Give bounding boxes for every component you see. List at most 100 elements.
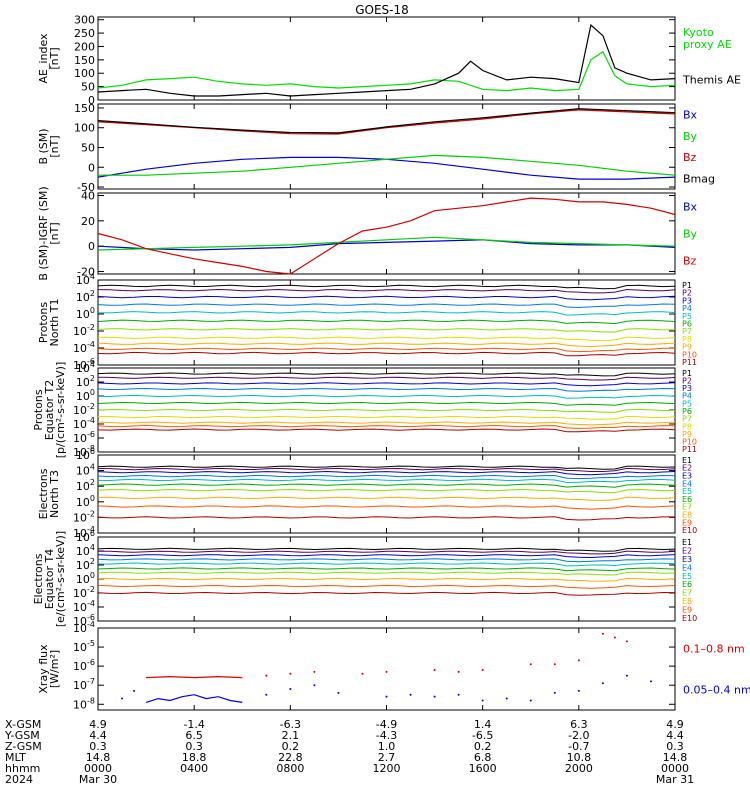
channel-line [97,394,676,399]
series-label: Bx [683,201,698,214]
channel-line [97,567,676,572]
channel-label: P6 [682,407,692,416]
series-label: 0.05–0.4 nm [683,684,750,697]
y-axis-label: B (SM)-IGRF (SM)[nT] [37,186,61,280]
y-tick-label: 150 [74,54,95,67]
channel-label: P5 [682,399,692,408]
y-axis-label: B (SM)[nT] [37,128,61,164]
ephemeris-value: 2.7 [378,751,396,764]
channel-label: E1 [682,538,692,547]
channel-line [97,467,676,472]
series-point [577,689,580,692]
ephemeris-value: 0.2 [282,740,300,753]
ephemeris-value: 0.3 [666,740,684,753]
series-point [625,640,628,643]
channel-label: P6 [682,320,692,329]
ephemeris-value: 1.0 [378,740,396,753]
y-tick-exponent: -8 [87,696,95,705]
series-point [613,636,616,639]
y-axis-label-line: [nT] [48,222,61,244]
y-tick-exponent: 0 [90,571,95,580]
y-axis-label-line: [nT] [48,135,61,157]
ephemeris-value: 1.4 [474,718,492,731]
series-point [361,672,364,675]
series-point [601,632,604,635]
y-tick-exponent: -6 [87,658,95,667]
panel-5: 10-810-610-410-2100102104ProtonsEquator … [32,360,697,459]
y-axis-label: ElectronsNorth T3 [37,468,61,519]
ephemeris-value: 4.4 [666,729,684,742]
ephemeris-row-label: MLT [5,751,26,764]
series-point [553,663,556,666]
series-line [97,23,676,97]
y-tick-exponent: 4 [90,543,95,552]
y-axis-label-line: [e/(cm²-s-sr-keV)] [54,531,67,627]
channel-line [97,295,676,301]
channel-label: P9 [682,430,692,439]
series-point [457,670,460,673]
ephemeris-value: 0000 [661,762,689,775]
ephemeris-value: 14.8 [663,751,688,764]
series-label-line: proxy AE [683,38,732,51]
channel-line [97,288,676,294]
series-label: Bmag [683,172,715,185]
channel-label: P2 [682,289,692,298]
ephemeris-value: 0800 [276,762,304,775]
y-tick-exponent: -2 [87,323,95,332]
channel-label: E7 [682,589,692,598]
channel-label: P8 [682,422,692,431]
y-axis-label-line: [W/m²] [48,650,61,688]
channel-label: E3 [682,472,692,481]
y-tick-exponent: -4 [87,340,95,349]
y-tick-label: 50 [81,141,95,154]
channel-label: P10 [682,350,697,359]
channel-label: P3 [682,384,692,393]
channel-line [97,387,676,392]
ephemeris-value: 2.1 [282,729,300,742]
channel-line [97,562,676,567]
ephemeris-value: 6.3 [570,718,588,731]
y-tick-exponent: -8 [87,444,95,453]
series-label-line: 0.05–0.4 nm [683,684,750,697]
channel-line [97,303,676,309]
ephemeris-value: 14.8 [86,751,111,764]
channel-label: E7 [682,503,692,512]
y-tick-label: 0 [88,240,95,253]
series-point [529,663,532,666]
series-label: Bz [683,151,697,164]
series-line [97,239,676,251]
channel-line [97,376,676,381]
chart-title: GOES-18 [355,3,409,17]
y-tick-exponent: 6 [90,447,95,456]
ephemeris-value: 0000 [84,762,112,775]
ephemeris-value: 10.8 [567,751,592,764]
channel-line [97,554,676,559]
channel-label: E10 [682,526,697,535]
series-point [265,693,268,696]
channel-line [97,328,676,333]
channel-label: E6 [682,495,692,504]
ephemeris-value: -6.3 [280,718,301,731]
y-tick-exponent: 4 [90,360,95,369]
ephemeris-row-label: hhmm [5,762,40,775]
series-label-line: Bx [683,201,698,214]
channel-label: E3 [682,555,692,564]
channel-label: E4 [682,479,692,488]
channel-label: P7 [682,415,692,424]
panel-2: -50 0 50 100 150 B (SM)[nT] Bx By Bz Bmag [37,102,715,194]
ephemeris-value: 6.8 [474,751,492,764]
series-point [433,668,436,671]
channel-line [97,408,676,413]
ephemeris-value: 0.2 [474,740,492,753]
channel-label: E4 [682,563,692,572]
series-point [481,668,484,671]
series-line [97,197,676,275]
series-label: Bz [683,255,697,268]
series-point [505,697,508,700]
channel-line [97,584,676,589]
y-tick-exponent: -2 [87,402,95,411]
series-label-line: Themis AE [682,73,741,86]
ephemeris-value: 0.3 [185,740,203,753]
channel-label: E9 [682,605,692,614]
